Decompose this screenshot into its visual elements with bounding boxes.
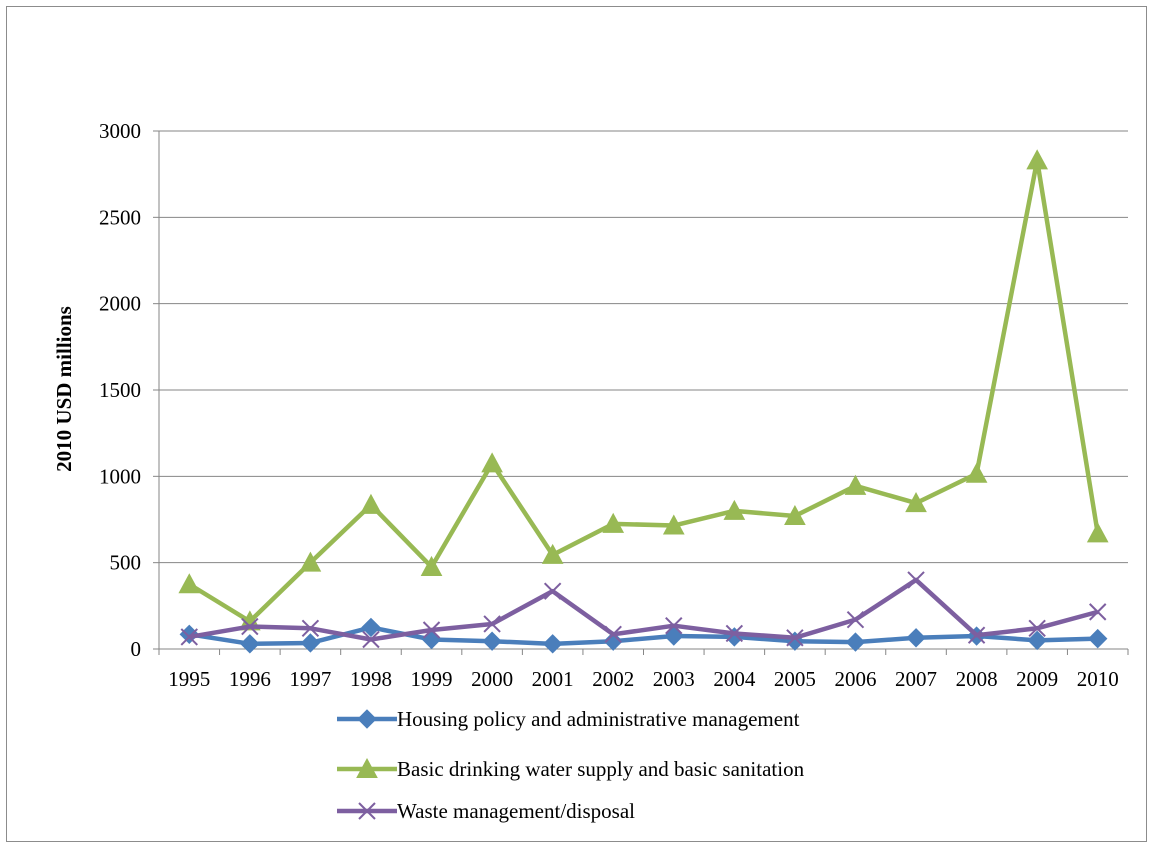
data-point-x [358, 802, 376, 820]
data-point-triangle [481, 452, 503, 473]
data-point-diamond [1027, 630, 1047, 651]
data-point-x [1089, 603, 1107, 621]
data-point-triangle [356, 757, 378, 778]
y-tick-labels: 0 500 1000 1500 2000 2500 3000 [99, 119, 141, 661]
data-point-diamond [300, 633, 321, 653]
data-point-triangle [844, 474, 867, 495]
data-point-x [422, 621, 441, 639]
series-3 [180, 571, 1107, 649]
gridlines [159, 130, 1128, 564]
legend-item-1: Housing policy and administrative manage… [337, 707, 800, 731]
data-point-triangle [965, 462, 988, 483]
data-point-x [665, 616, 683, 635]
data-point-triangle [299, 551, 322, 572]
data-point-x [725, 624, 744, 643]
x-tick-label: 2002 [592, 667, 634, 691]
x-tick-label: 2009 [1016, 667, 1058, 691]
x-tick-label: 2003 [653, 667, 695, 691]
data-point-triangle [662, 514, 685, 535]
data-point-x [967, 626, 986, 644]
data-point-diamond [1088, 628, 1108, 649]
legend-item-2: Basic drinking water supply and basic sa… [337, 757, 805, 781]
data-point-diamond [361, 617, 381, 638]
data-point-triangle [178, 573, 201, 594]
y-tick-label: 1500 [99, 378, 141, 402]
y-tick-label: 2000 [99, 292, 141, 316]
data-point-x [846, 610, 865, 629]
x-tick-label: 1995 [168, 667, 210, 691]
data-point-triangle [602, 512, 625, 533]
data-point-x [362, 630, 380, 649]
data-point-diamond [845, 632, 866, 652]
data-point-diamond [603, 631, 623, 651]
data-point-x [786, 629, 804, 647]
data-point-x [301, 619, 320, 637]
data-point-diamond [240, 634, 260, 654]
series-group [178, 149, 1109, 654]
x-tick-label: 2008 [956, 667, 998, 691]
legend-label: Housing policy and administrative manage… [397, 707, 800, 731]
legend-label: Basic drinking water supply and basic sa… [397, 757, 805, 781]
series-line [188, 158, 1100, 624]
x-tick-label: 2007 [895, 667, 937, 691]
legend: Housing policy and administrative manage… [337, 707, 805, 823]
y-tick-label: 3000 [99, 119, 141, 143]
x-tick-label: 2001 [532, 667, 574, 691]
legend-item-3: Waste management/disposal [337, 799, 635, 823]
data-point-diamond [482, 631, 502, 651]
y-tick-label: 0 [131, 637, 142, 661]
y-axis-label: 2010 USD millions [52, 306, 76, 472]
x-tick-label: 2005 [774, 667, 816, 691]
x-tick-label: 2000 [471, 667, 513, 691]
data-point-diamond [357, 709, 377, 729]
data-point-triangle [905, 492, 927, 513]
y-tick-label: 500 [110, 551, 142, 575]
data-point-diamond [664, 626, 684, 646]
data-point-diamond [542, 634, 563, 654]
x-tick-label: 1996 [229, 667, 271, 691]
data-point-x [604, 625, 622, 644]
y-tick-label: 2500 [99, 205, 141, 229]
data-point-triangle [420, 555, 443, 576]
data-point-x [543, 582, 562, 600]
data-point-triangle [360, 493, 382, 514]
data-point-x [241, 617, 259, 636]
data-point-diamond [906, 628, 926, 648]
x-tick-labels: 1995 1996 1997 1998 1999 2000 2001 2002 2003 2004… [168, 667, 1118, 691]
data-point-triangle [723, 499, 746, 520]
x-tick-label: 1998 [350, 667, 392, 691]
x-tick-label: 2006 [834, 667, 876, 691]
axes [153, 130, 1129, 655]
data-point-x [907, 571, 925, 589]
chart-frame [6, 6, 1147, 842]
x-tick-label: 1999 [411, 667, 453, 691]
x-tick-label: 2010 [1077, 667, 1119, 691]
data-point-x [483, 615, 501, 633]
data-point-triangle [1086, 522, 1109, 543]
x-tick-label: 1997 [289, 667, 331, 691]
data-point-triangle [541, 543, 564, 564]
data-point-x [180, 628, 198, 646]
data-point-triangle [784, 504, 806, 526]
data-point-x [1028, 619, 1046, 637]
data-point-triangle [1026, 149, 1048, 170]
legend-label: Waste management/disposal [397, 799, 635, 823]
series-line [188, 577, 1099, 642]
y-tick-label: 1000 [99, 464, 141, 488]
x-tick-label: 2004 [713, 667, 756, 691]
series-1 [179, 617, 1108, 654]
